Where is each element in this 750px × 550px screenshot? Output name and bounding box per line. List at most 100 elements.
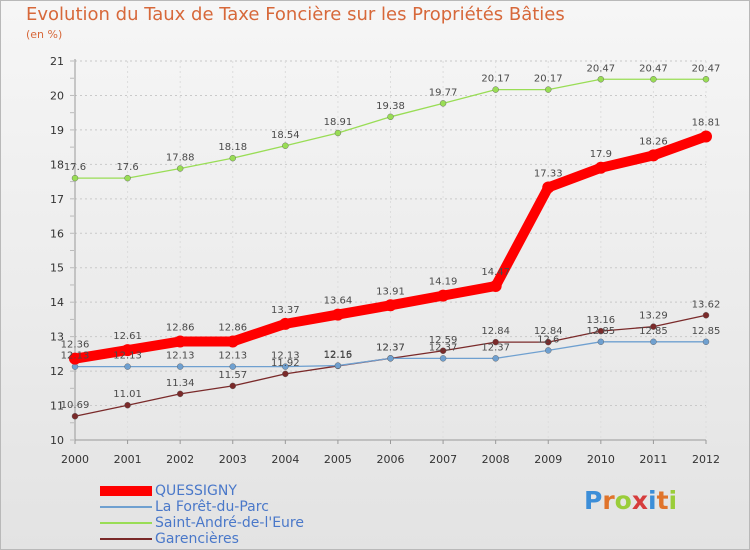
data-label: 14.19 (429, 277, 458, 288)
data-point (700, 130, 712, 143)
data-point (702, 76, 710, 83)
y-tick-label: 11 (50, 400, 64, 413)
data-point (176, 363, 184, 370)
data-label: 18.26 (639, 136, 668, 147)
data-label: 12.85 (639, 326, 668, 337)
data-label: 10.69 (61, 400, 90, 411)
data-label: 13.37 (271, 305, 300, 316)
data-point (597, 338, 605, 346)
x-tick-label: 2003 (219, 453, 247, 466)
data-label: 17.9 (590, 149, 612, 160)
logo-letter: o (614, 486, 632, 515)
data-point (437, 289, 450, 302)
legend-swatch (100, 538, 152, 540)
data-label: 12.59 (429, 335, 458, 346)
data-point (174, 335, 187, 348)
y-tick-label: 21 (50, 55, 64, 68)
data-label: 11.92 (271, 358, 300, 369)
data-label: 12.86 (166, 322, 195, 333)
data-label: 12.16 (324, 350, 353, 361)
data-label: 18.18 (218, 142, 247, 153)
data-point (282, 142, 289, 149)
data-label: 13.16 (587, 315, 616, 326)
data-point (124, 402, 131, 409)
x-tick-label: 2004 (271, 453, 299, 466)
data-label: 12.6 (537, 334, 559, 345)
data-point (597, 327, 605, 335)
x-tick-label: 2002 (166, 453, 194, 466)
data-label: 12.13 (61, 351, 90, 362)
y-tick-label: 17 (50, 193, 64, 206)
chart-title: Evolution du Taux de Taxe Foncière sur l… (26, 4, 565, 25)
data-label: 14.47 (481, 267, 510, 278)
data-point (545, 86, 552, 93)
data-point (121, 344, 134, 357)
data-label: 12.37 (376, 342, 405, 353)
data-point (229, 382, 236, 390)
data-label: 19.38 (376, 101, 405, 112)
data-point (331, 308, 344, 321)
data-point (492, 338, 499, 346)
data-label: 18.91 (324, 117, 353, 128)
data-point (545, 338, 552, 346)
x-tick-label: 2005 (324, 453, 352, 466)
data-label: 12.13 (166, 351, 195, 362)
data-point (542, 181, 555, 194)
data-label: 12.13 (113, 351, 142, 362)
y-tick-label: 15 (50, 262, 64, 275)
data-point (387, 113, 394, 121)
data-label: 13.64 (324, 296, 353, 307)
data-point (229, 154, 236, 162)
data-label: 13.29 (639, 311, 668, 322)
data-point (176, 165, 184, 172)
data-label: 12.61 (113, 331, 142, 342)
y-tick-label: 20 (50, 89, 64, 102)
data-point (650, 338, 657, 346)
data-point (71, 413, 79, 420)
logo-letter: x (631, 486, 648, 515)
x-tick-label: 2007 (429, 453, 457, 466)
data-label: 11.01 (113, 389, 142, 400)
unit-label: (en %) (26, 28, 63, 41)
legend-swatch (100, 506, 152, 508)
data-point (647, 149, 660, 162)
logo-letter: P (584, 486, 603, 515)
y-tick-label: 18 (50, 158, 64, 171)
data-point (176, 390, 184, 398)
data-point (439, 100, 447, 107)
data-point (69, 352, 81, 365)
data-label: 11.34 (166, 378, 195, 389)
x-tick-label: 2011 (639, 453, 667, 466)
data-label: 12.37 (376, 342, 405, 353)
x-tick-label: 2012 (692, 453, 720, 466)
data-point (279, 317, 292, 330)
data-point (124, 174, 131, 182)
y-tick-label: 12 (50, 365, 64, 378)
data-label: 12.84 (481, 326, 510, 337)
data-point (650, 76, 657, 83)
data-point (282, 363, 289, 370)
legend-label: Garencières (155, 531, 239, 547)
data-point (229, 363, 236, 370)
data-label: 13.62 (692, 299, 721, 310)
x-tick-label: 2001 (114, 453, 142, 466)
data-point (226, 335, 239, 348)
data-point (124, 363, 131, 370)
data-label: 20.17 (534, 74, 563, 85)
y-tick-label: 16 (50, 227, 64, 240)
data-point (597, 76, 605, 83)
legend-swatch (100, 522, 152, 524)
data-point (334, 129, 342, 137)
data-point (702, 338, 710, 346)
legend-label: QUESSIGNY (155, 483, 237, 499)
data-point (650, 323, 657, 330)
data-point (282, 370, 289, 378)
x-tick-label: 2000 (61, 453, 89, 466)
data-point (384, 299, 397, 312)
data-label: 17.88 (166, 152, 195, 163)
data-label: 18.81 (692, 117, 721, 128)
legend-label: Saint-André-de-l'Eure (155, 515, 304, 531)
data-label: 12.37 (481, 342, 510, 353)
